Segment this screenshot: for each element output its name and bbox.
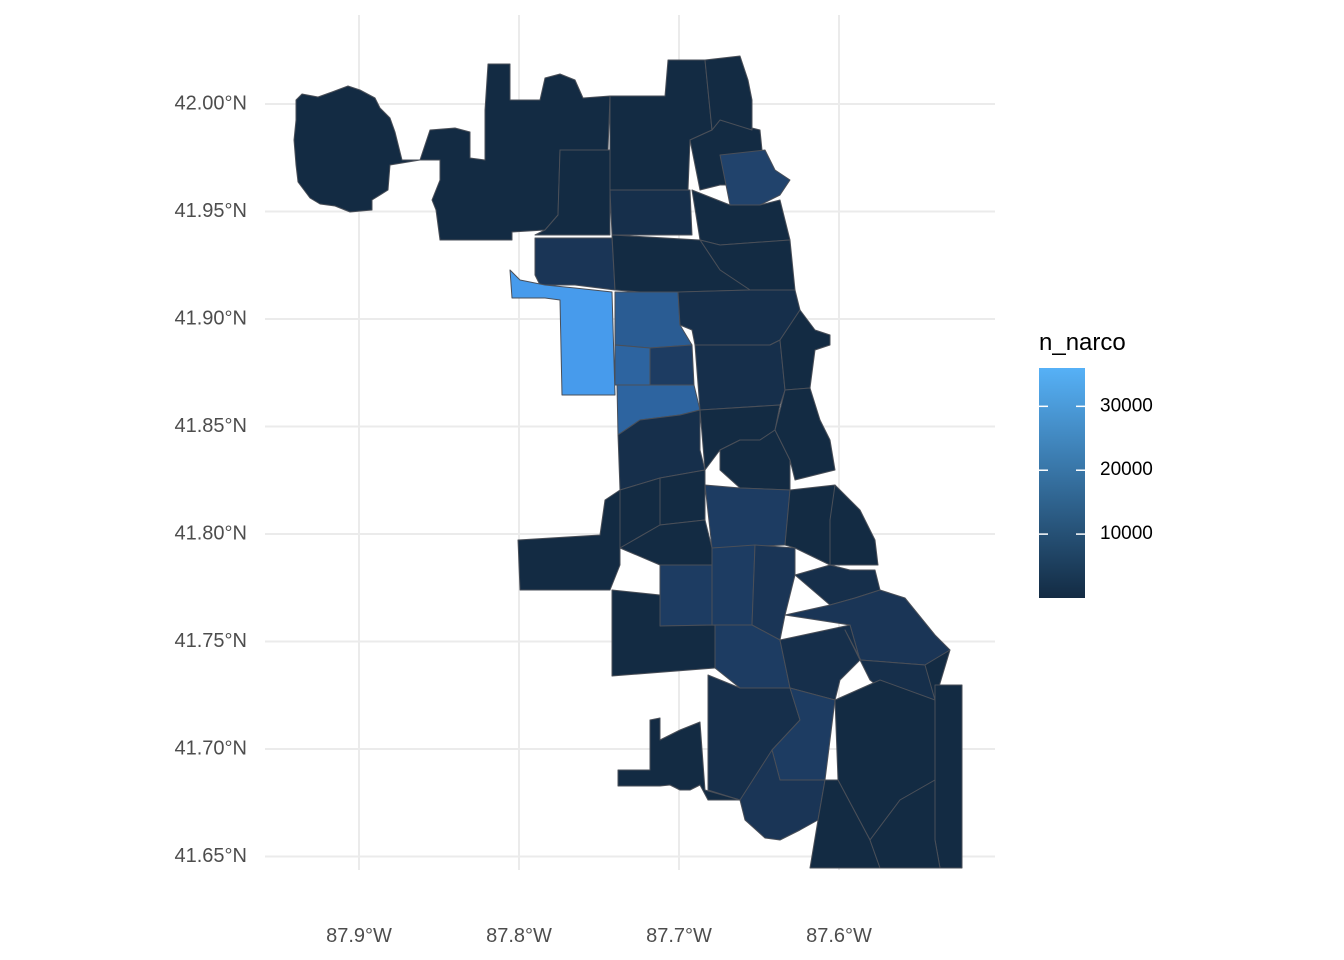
y-tick-label: 41.90°N — [175, 307, 248, 329]
community-area — [534, 237, 616, 291]
legend-break-label: 10000 — [1100, 523, 1153, 544]
community-area — [719, 149, 791, 206]
legend-breaks: 10000 20000 30000 — [1039, 395, 1153, 544]
x-tick-label: 87.9°W — [326, 925, 392, 947]
x-tick-label: 87.6°W — [806, 925, 872, 947]
y-tick-label: 41.80°N — [175, 522, 248, 544]
community-area — [609, 189, 693, 236]
community-area — [293, 85, 421, 213]
community-area — [659, 564, 713, 627]
community-area — [694, 339, 786, 411]
map-regions — [293, 55, 963, 869]
y-tick-label: 41.85°N — [175, 415, 248, 437]
community-area — [829, 484, 879, 566]
y-tick-label: 41.95°N — [175, 200, 248, 222]
y-axis-ticks: 42.00°N 41.95°N 41.90°N 41.85°N 41.80°N 41.75… — [175, 92, 248, 867]
community-area — [869, 779, 941, 869]
community-area — [751, 544, 796, 641]
y-tick-label: 41.70°N — [175, 737, 248, 759]
y-tick-label: 42.00°N — [175, 92, 248, 114]
legend-break-label: 30000 — [1100, 395, 1153, 416]
x-tick-label: 87.8°W — [486, 925, 552, 947]
y-tick-label: 41.65°N — [175, 845, 248, 867]
community-area — [739, 749, 826, 841]
community-area — [649, 344, 695, 386]
community-area — [934, 684, 963, 869]
community-area — [614, 344, 651, 386]
x-tick-label: 87.7°W — [646, 925, 712, 947]
community-area — [509, 269, 616, 396]
legend: n_narco 10000 20000 30000 — [1039, 329, 1153, 598]
community-area — [704, 55, 753, 131]
community-area — [517, 489, 621, 591]
x-axis-ticks: 87.9°W 87.8°W 87.7°W 87.6°W — [326, 925, 872, 947]
community-area — [617, 717, 741, 801]
y-tick-label: 41.75°N — [175, 630, 248, 652]
community-area — [419, 63, 611, 241]
legend-break-label: 20000 — [1100, 459, 1153, 480]
community-area — [704, 484, 791, 549]
legend-colorbar — [1039, 368, 1085, 598]
community-area — [711, 544, 756, 626]
community-area — [774, 387, 836, 481]
legend-title: n_narco — [1039, 329, 1126, 356]
community-area — [659, 469, 706, 526]
